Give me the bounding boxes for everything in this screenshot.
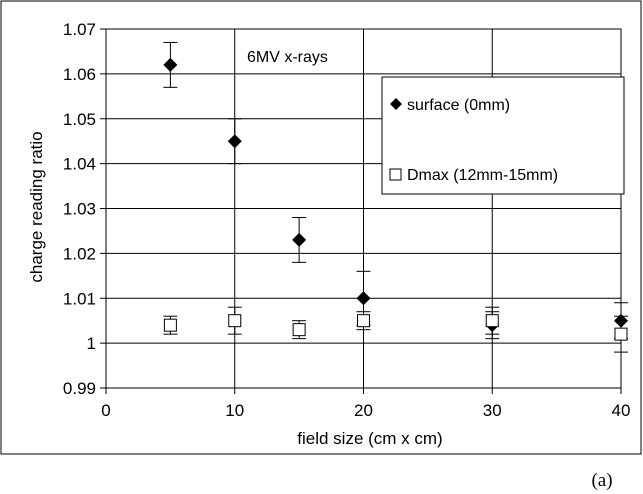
legend-box xyxy=(381,76,625,195)
legend-label-surface: surface (0mm) xyxy=(407,97,510,114)
y-axis-title: charge reading ratio xyxy=(27,131,46,282)
surface-point xyxy=(227,134,242,149)
x-axis: 0 10 20 30 40 xyxy=(101,388,630,420)
y-tick-label: 1.05 xyxy=(63,110,96,129)
x-tick-label: 30 xyxy=(483,401,502,420)
surface-point xyxy=(292,232,307,247)
x-tick-label: 20 xyxy=(354,401,373,420)
dmax-point xyxy=(357,314,370,328)
y-tick-label: 1.07 xyxy=(63,20,96,39)
y-tick-label: 1.02 xyxy=(63,244,96,263)
surface-point xyxy=(614,313,628,328)
legend-square-icon xyxy=(389,168,402,181)
dmax-point xyxy=(163,318,177,332)
surface-point xyxy=(356,291,371,306)
x-tick-label: 10 xyxy=(225,401,244,420)
dmax-point xyxy=(485,314,499,328)
dmax-point xyxy=(614,327,628,341)
y-tick-label: 1 xyxy=(87,334,96,353)
x-tick-label: 40 xyxy=(612,401,631,420)
y-tick-label: 1.04 xyxy=(63,155,96,174)
dmax-point xyxy=(228,314,242,328)
x-axis-title: field size (cm x cm) xyxy=(297,429,442,448)
figure-caption: (a) xyxy=(591,470,612,491)
data-markers xyxy=(163,57,628,341)
chart-area-border xyxy=(0,0,642,455)
y-tick-label: 0.99 xyxy=(63,379,96,398)
legend-label-dmax: Dmax (12mm-15mm) xyxy=(407,167,558,184)
y-tick-label: 1.06 xyxy=(63,65,96,84)
surface-point xyxy=(163,57,178,72)
annotation-label: 6MV x-rays xyxy=(247,49,328,66)
y-tick-label: 1.03 xyxy=(63,200,96,219)
legend: surface (0mm) Dmax (12mm-15mm) xyxy=(381,76,625,195)
legend-diamond-icon xyxy=(390,98,402,110)
y-tick-label: 1.01 xyxy=(63,289,96,308)
y-axis: 0.99 1 1.01 1.02 1.03 1.04 1.05 1.06 1.07 xyxy=(63,20,106,398)
dmax-point xyxy=(292,323,306,337)
x-tick-label: 0 xyxy=(101,401,110,420)
